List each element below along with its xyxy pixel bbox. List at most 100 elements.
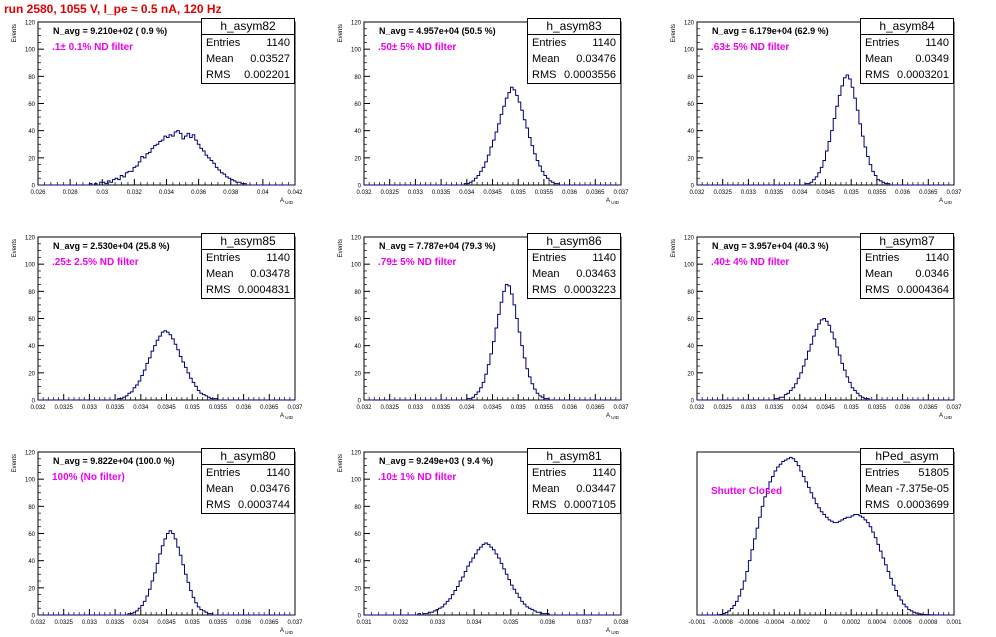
stats-value-rms: 0.0003699 (897, 499, 949, 511)
histogram-svg: 0 20 40 60 80 100 120 0.032 0.0325 0.033 0.0335 0.0… (338, 21, 629, 206)
y-axis-label: Events (338, 239, 344, 257)
y-tick-label: 60 (687, 102, 694, 108)
stats-row-rms: RMS 0.0003201 (861, 67, 953, 83)
stats-value-rms: 0.0003556 (564, 69, 616, 81)
x-tick-label: 0.033 (741, 405, 757, 411)
y-tick-label: 60 (28, 102, 35, 108)
y-tick-label: 20 (28, 156, 35, 162)
stats-box: h_asym85 Entries 1140 Mean 0.03478 RMS 0.00048… (201, 233, 295, 299)
y-tick-label: 20 (354, 586, 361, 592)
x-tick-label: 0.035 (185, 620, 201, 626)
y-axis-label: Events (671, 24, 677, 42)
y-tick-label: 0 (691, 184, 695, 190)
stats-value-rms: 0.002201 (244, 69, 290, 81)
x-tick-label: 0.037 (613, 190, 629, 196)
x-tick-label: 0.036 (191, 190, 207, 196)
stats-label-entries: Entries (206, 37, 241, 49)
x-tick-label: 0.0355 (209, 405, 228, 411)
stats-row-mean: Mean 0.03476 (528, 51, 620, 67)
y-tick-label: 0 (32, 614, 36, 620)
stats-row-rms: RMS 0.0003223 (528, 282, 620, 298)
y-axis-label: Events (338, 24, 344, 42)
y-tick-label: 100 (684, 263, 695, 269)
stats-row-entries: Entries 1140 (861, 35, 953, 51)
navg-annotation: N_avg = 9.210e+02 ( 0.9 %) (53, 26, 168, 36)
stats-value-rms: 0.0007105 (564, 499, 616, 511)
y-tick-label: 100 (25, 263, 36, 269)
y-tick-label: 120 (684, 21, 695, 27)
y-tick-label: 20 (354, 371, 361, 377)
x-tick-label: 0.0345 (816, 405, 835, 411)
stats-label-mean: Mean (532, 268, 560, 280)
y-tick-label: 0 (691, 399, 695, 405)
stats-box-title: h_asym85 (202, 234, 294, 250)
stats-label-rms: RMS (865, 499, 890, 511)
x-tick-label: 0.036 (895, 405, 911, 411)
x-tick-label: 0.026 (30, 190, 46, 196)
stats-box-title: h_asym80 (202, 449, 294, 465)
histogram-panel: 0 20 40 60 80 100 120 0.032 0.0325 0.033 0.0335 0.0… (326, 18, 633, 207)
x-tick-label: 0.0325 (714, 405, 733, 411)
x-tick-label: 0.035 (503, 620, 519, 626)
x-tick-label: 0.037 (577, 620, 593, 626)
y-tick-label: 80 (354, 290, 361, 296)
y-tick-label: 80 (687, 290, 694, 296)
x-tick-label: 0.0335 (765, 405, 784, 411)
stats-label-rms: RMS (206, 69, 231, 81)
stats-label-mean: Mean (865, 53, 893, 65)
y-tick-label: 100 (684, 48, 695, 54)
x-tick-label: 0.0365 (260, 405, 279, 411)
x-tick-label: 0.0325 (55, 620, 74, 626)
x-tick-label: 0.036 (562, 405, 578, 411)
stats-label-entries: Entries (865, 252, 900, 264)
x-tick-label: 0.0325 (381, 190, 400, 196)
stats-box: h_asym81 Entries 1140 Mean 0.03447 RMS 0.00071… (527, 448, 621, 514)
y-axis-label: Events (12, 454, 18, 472)
x-tick-label: 0.0004 (868, 620, 887, 626)
y-tick-label: 80 (28, 75, 35, 81)
x-tick-label: 0.036 (540, 620, 556, 626)
y-tick-label: 80 (28, 290, 35, 296)
stats-row-rms: RMS 0.0003556 (528, 67, 620, 83)
y-tick-label: 120 (351, 21, 362, 27)
x-axis-label: A UID (939, 198, 953, 205)
histogram-panel: 0 20 40 60 80 100 120 0.032 0.0325 0.033 0.0335 0.0… (659, 18, 966, 207)
stats-box-title: h_asym82 (202, 19, 294, 35)
x-tick-label: -0.0006 (738, 620, 759, 626)
x-tick-label: 0.034 (459, 405, 475, 411)
histogram-line (364, 542, 621, 616)
stats-row-rms: RMS 0.0004831 (202, 282, 294, 298)
x-tick-label: 0.0365 (260, 620, 279, 626)
stats-row-rms: RMS 0.0003744 (202, 497, 294, 513)
stats-value-mean: 0.03476 (576, 53, 616, 65)
stats-label-entries: Entries (206, 467, 241, 479)
histogram-svg: 0 20 40 60 80 100 120 0.032 0.0325 0.033 0.0335 0.0… (12, 236, 303, 421)
stats-box: h_asym82 Entries 1140 Mean 0.03527 RMS 0.00220… (201, 18, 295, 84)
y-tick-label: 80 (687, 75, 694, 81)
x-tick-label: 0.034 (159, 190, 175, 196)
y-tick-label: 20 (28, 371, 35, 377)
x-tick-label: 0.0002 (842, 620, 861, 626)
y-tick-label: 120 (25, 451, 36, 457)
x-tick-label: -0.001 (688, 620, 706, 626)
x-tick-label: 0.001 (946, 620, 962, 626)
histogram-panel: 0 20 40 60 80 100 120 0.032 0.0325 0.033 0.0335 0.0… (326, 233, 633, 422)
stats-label-rms: RMS (532, 69, 557, 81)
stats-label-entries: Entries (865, 37, 900, 49)
x-tick-label: 0.0335 (432, 190, 451, 196)
navg-annotation: N_avg = 6.179e+04 (62.9 %) (712, 26, 829, 36)
x-tick-label: 0.0325 (381, 405, 400, 411)
x-tick-label: 0.033 (82, 620, 98, 626)
stats-box: h_asym87 Entries 1140 Mean 0.0346 RMS 0.000436… (860, 233, 954, 299)
stats-row-rms: RMS 0.0003699 (861, 497, 953, 513)
histogram-line (697, 74, 954, 186)
y-tick-label: 40 (28, 129, 35, 135)
x-tick-label: 0.0325 (55, 405, 74, 411)
y-tick-label: 60 (354, 317, 361, 323)
stats-row-rms: RMS 0.0004364 (861, 282, 953, 298)
x-tick-label: 0.037 (946, 190, 962, 196)
y-tick-label: 100 (351, 263, 362, 269)
stats-box: hPed_asym Entries 51805 Mean -7.375e-05 RMS 0.… (860, 448, 954, 514)
stats-value-entries: 1140 (592, 252, 616, 264)
stats-row-mean: Mean 0.03527 (202, 51, 294, 67)
